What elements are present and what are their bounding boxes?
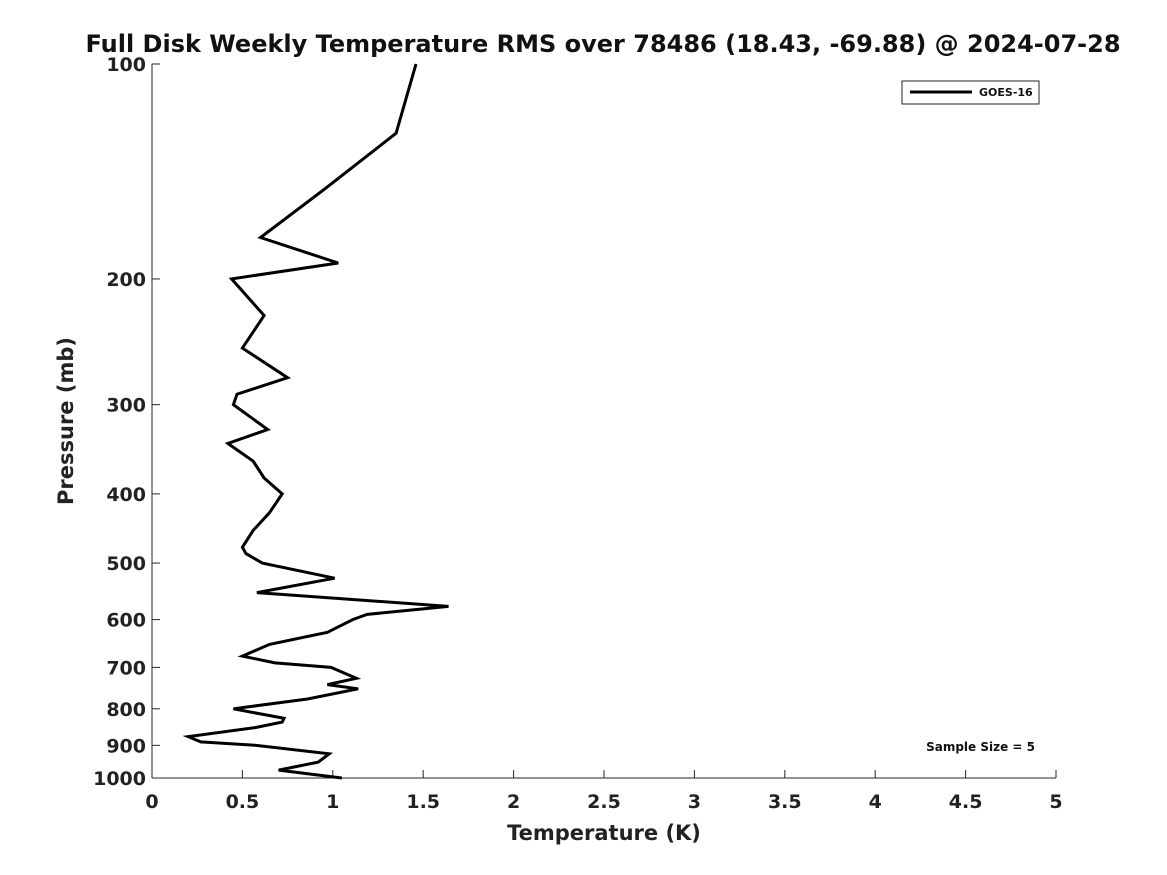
series-layer xyxy=(182,63,449,780)
y-tick-label: 100 xyxy=(106,54,146,76)
y-tick-label: 800 xyxy=(106,699,146,721)
y-axis-label: Pressure (mb) xyxy=(54,337,78,505)
y-tick-label: 200 xyxy=(106,269,146,291)
sample-size-annotation: Sample Size = 5 xyxy=(926,740,1035,754)
x-tick-label: 0 xyxy=(145,791,158,813)
x-tick-label: 4 xyxy=(869,791,882,813)
y-tick-label: 1000 xyxy=(93,768,146,790)
y-tick-label: 900 xyxy=(106,735,146,757)
x-tick-label: 0.5 xyxy=(226,791,260,813)
y-ticks: 100 200 300 400 500 600 700 800 900 1000 xyxy=(93,54,160,790)
x-ticks: 0 0.5 1 1.5 2 2.5 3 3.5 4 4.5 5 xyxy=(145,770,1063,813)
y-tick-label: 500 xyxy=(106,553,146,575)
x-tick-label: 3.5 xyxy=(768,791,802,813)
x-tick-label: 5 xyxy=(1049,791,1062,813)
x-tick-label: 4.5 xyxy=(949,791,983,813)
series-line-goes-16 xyxy=(182,63,449,780)
x-tick-label: 3 xyxy=(688,791,701,813)
x-tick-label: 1.5 xyxy=(406,791,440,813)
legend: GOES-16 xyxy=(901,80,1040,105)
x-tick-label: 2 xyxy=(507,791,520,813)
y-tick-label: 300 xyxy=(106,395,146,417)
x-tick-label: 2.5 xyxy=(587,791,621,813)
chart-title: Full Disk Weekly Temperature RMS over 78… xyxy=(85,30,1120,58)
y-tick-label: 600 xyxy=(106,610,146,632)
x-axis-label: Temperature (K) xyxy=(507,821,701,845)
y-tick-label: 700 xyxy=(106,657,146,679)
x-tick-label: 1 xyxy=(326,791,339,813)
y-tick-label: 400 xyxy=(106,484,146,506)
legend-label: GOES-16 xyxy=(979,86,1033,99)
